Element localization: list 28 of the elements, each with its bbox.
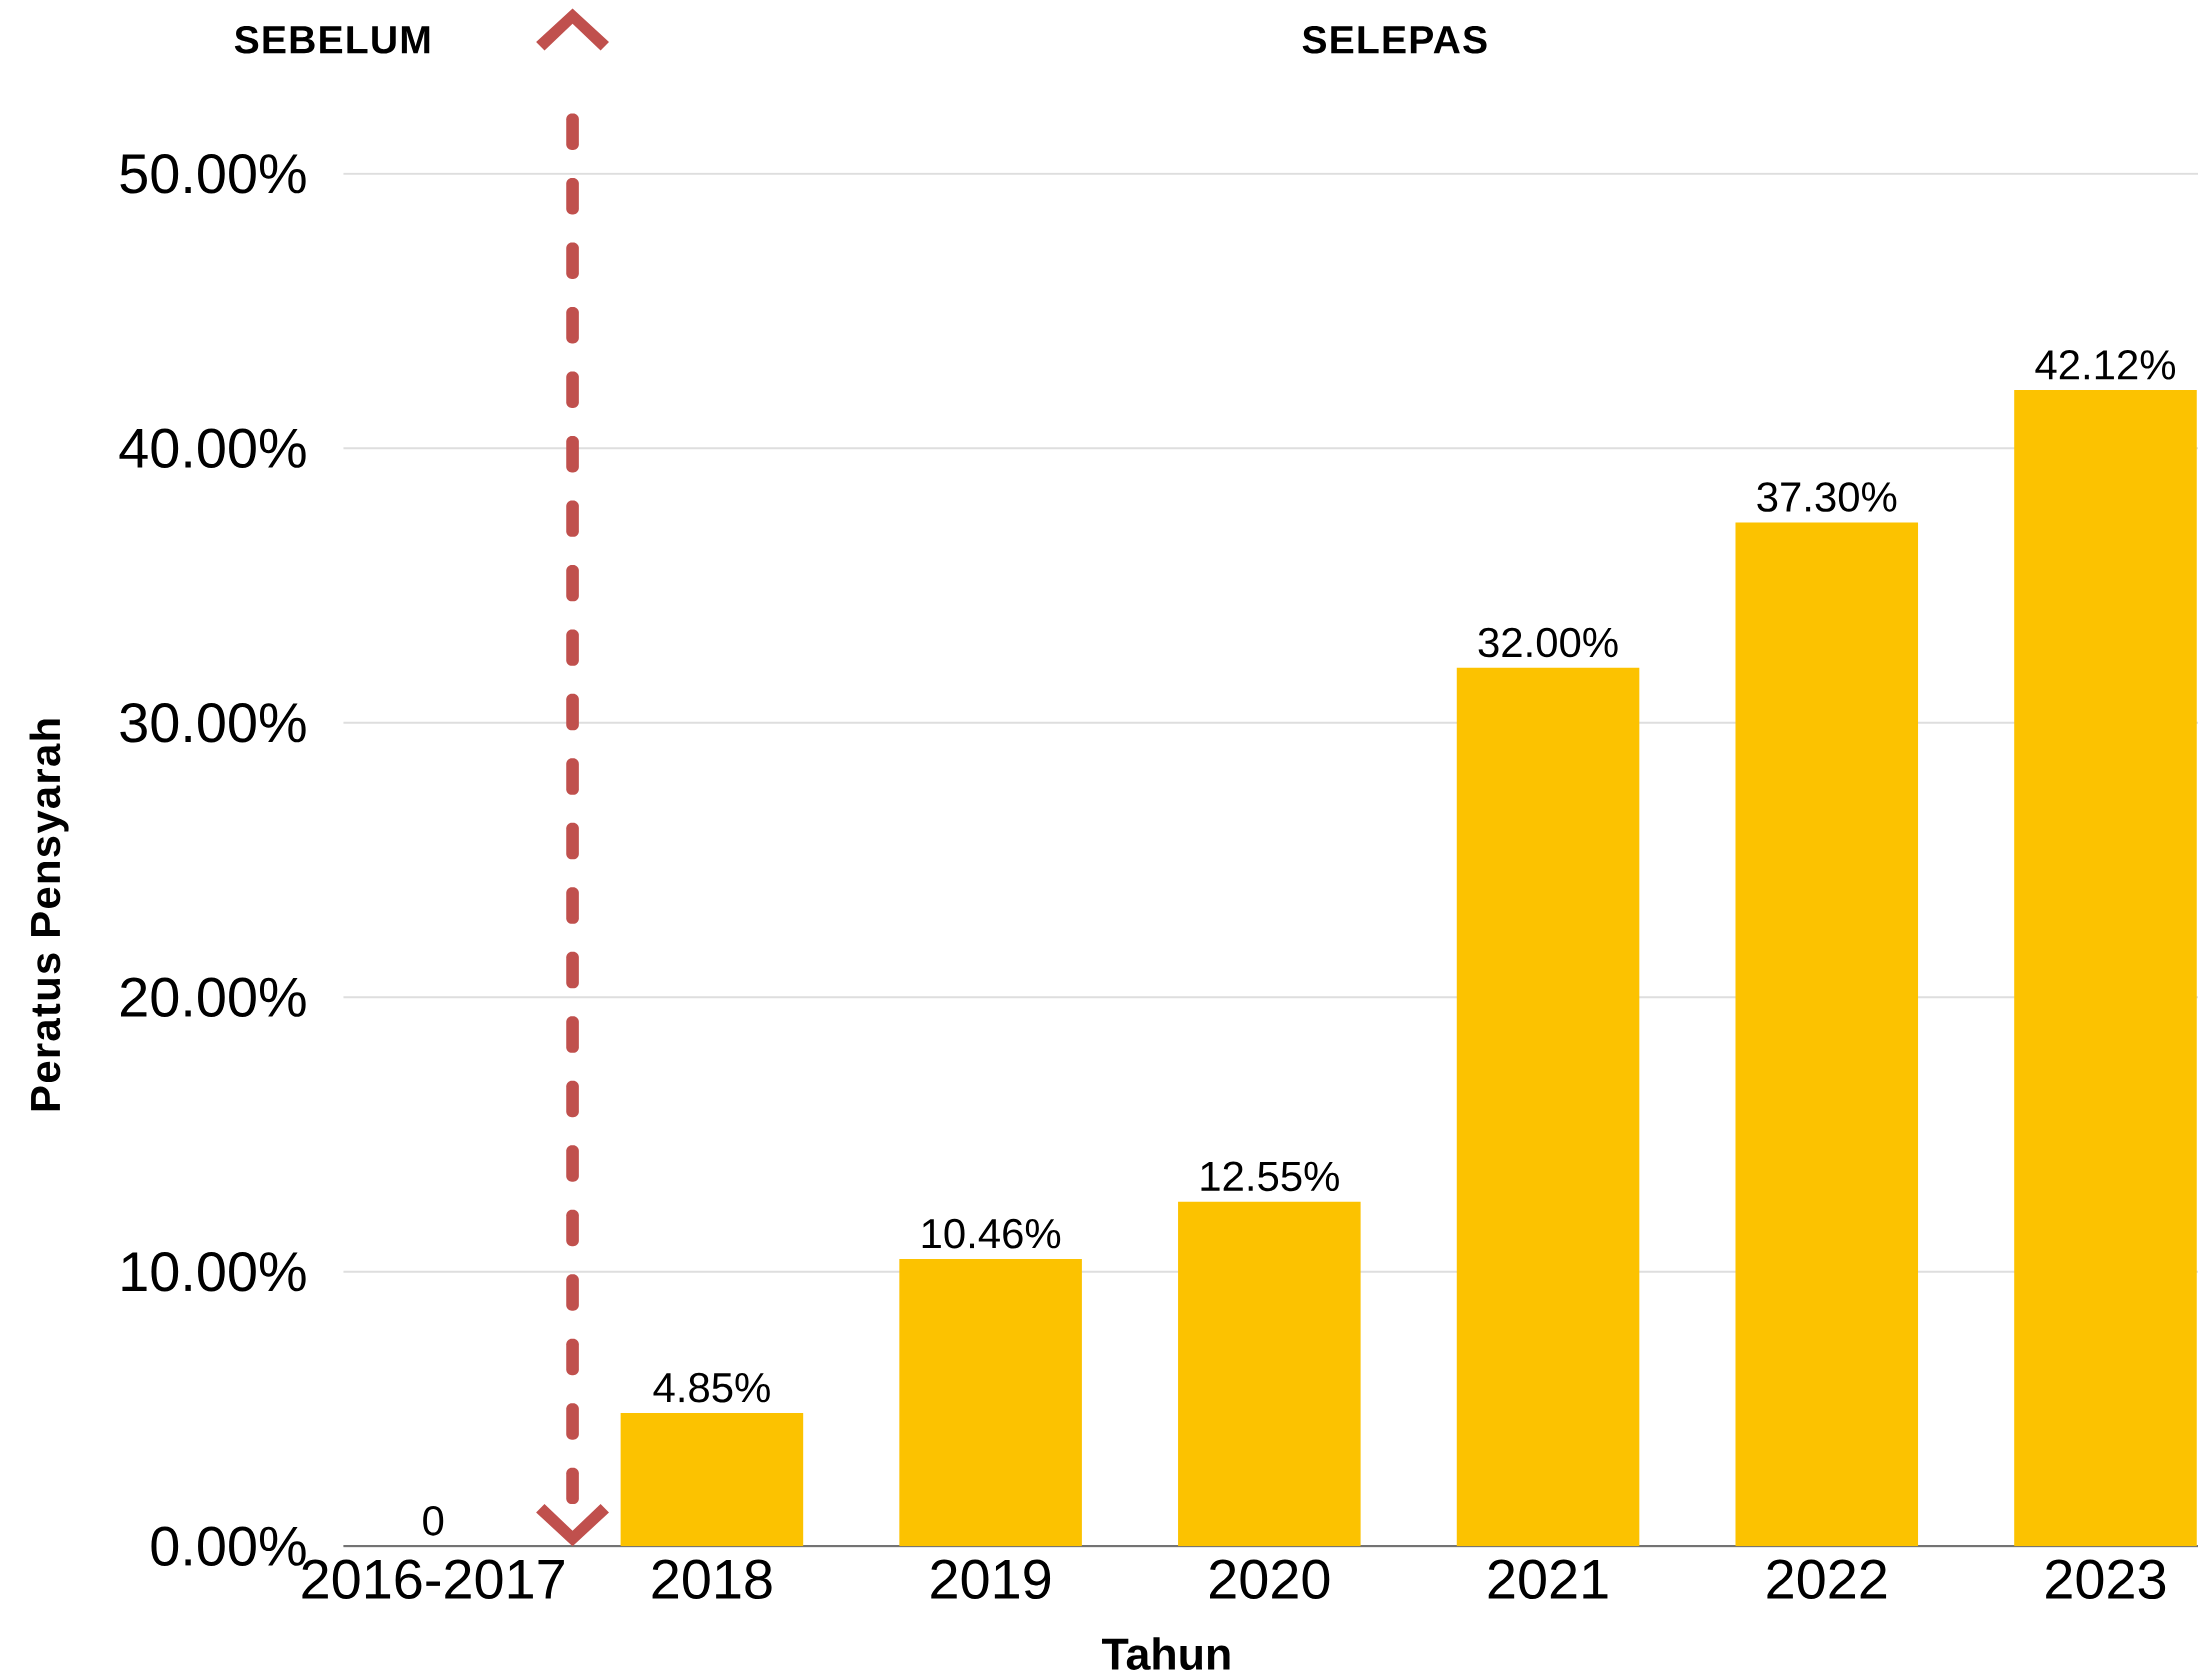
x-tick-label: 2020: [1210, 1559, 1330, 1600]
y-tick-label: 50.00%: [120, 154, 306, 194]
x-tick-label: 2022: [1767, 1559, 1887, 1600]
bar: [1735, 522, 1919, 1547]
data-label: 4.85%: [653, 1372, 770, 1403]
x-tick-label: 2021: [1488, 1559, 1608, 1600]
data-label: 10.46%: [922, 1218, 1061, 1249]
bar: [1178, 1201, 1361, 1547]
data-label: 12.55%: [1201, 1161, 1339, 1192]
y-tick-label: 20.00%: [121, 977, 306, 1018]
text: SEBELUM: [234, 26, 430, 54]
bar: [620, 1413, 804, 1547]
x-tick-label: 2023: [2046, 1559, 2166, 1600]
data-label: 32.00%: [1478, 627, 1618, 658]
data-label: 42.12%: [2035, 350, 2176, 380]
y-axis-title: Peratus Pensyarah: [29, 719, 69, 1111]
data-label: 37.30%: [1757, 482, 1897, 512]
bar: [899, 1259, 1082, 1547]
y-tick-label: 40.00%: [119, 428, 306, 469]
bar: [2014, 390, 2197, 1547]
bar: [1456, 667, 1640, 1547]
x-axis-title: Tahun: [1102, 1637, 1230, 1671]
data-label: 0: [423, 1506, 444, 1536]
x-tick-label: 2019: [931, 1559, 1051, 1600]
y-tick-label: 30.00%: [120, 703, 306, 743]
y-tick-label: 10.00%: [122, 1252, 306, 1292]
x-tick-label: 2018: [652, 1559, 772, 1600]
text: SELEPAS: [1302, 26, 1487, 54]
